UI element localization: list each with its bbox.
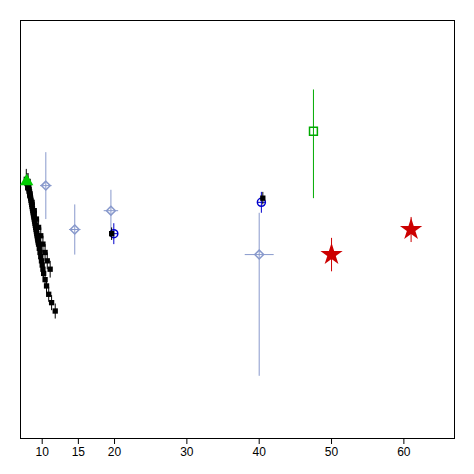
svg-text:10: 10 <box>36 445 50 459</box>
svg-text:20: 20 <box>108 445 122 459</box>
svg-text:40: 40 <box>253 445 267 459</box>
svg-text:60: 60 <box>397 445 411 459</box>
svg-text:30: 30 <box>180 445 194 459</box>
svg-text:15: 15 <box>72 445 86 459</box>
svg-text:50: 50 <box>325 445 339 459</box>
